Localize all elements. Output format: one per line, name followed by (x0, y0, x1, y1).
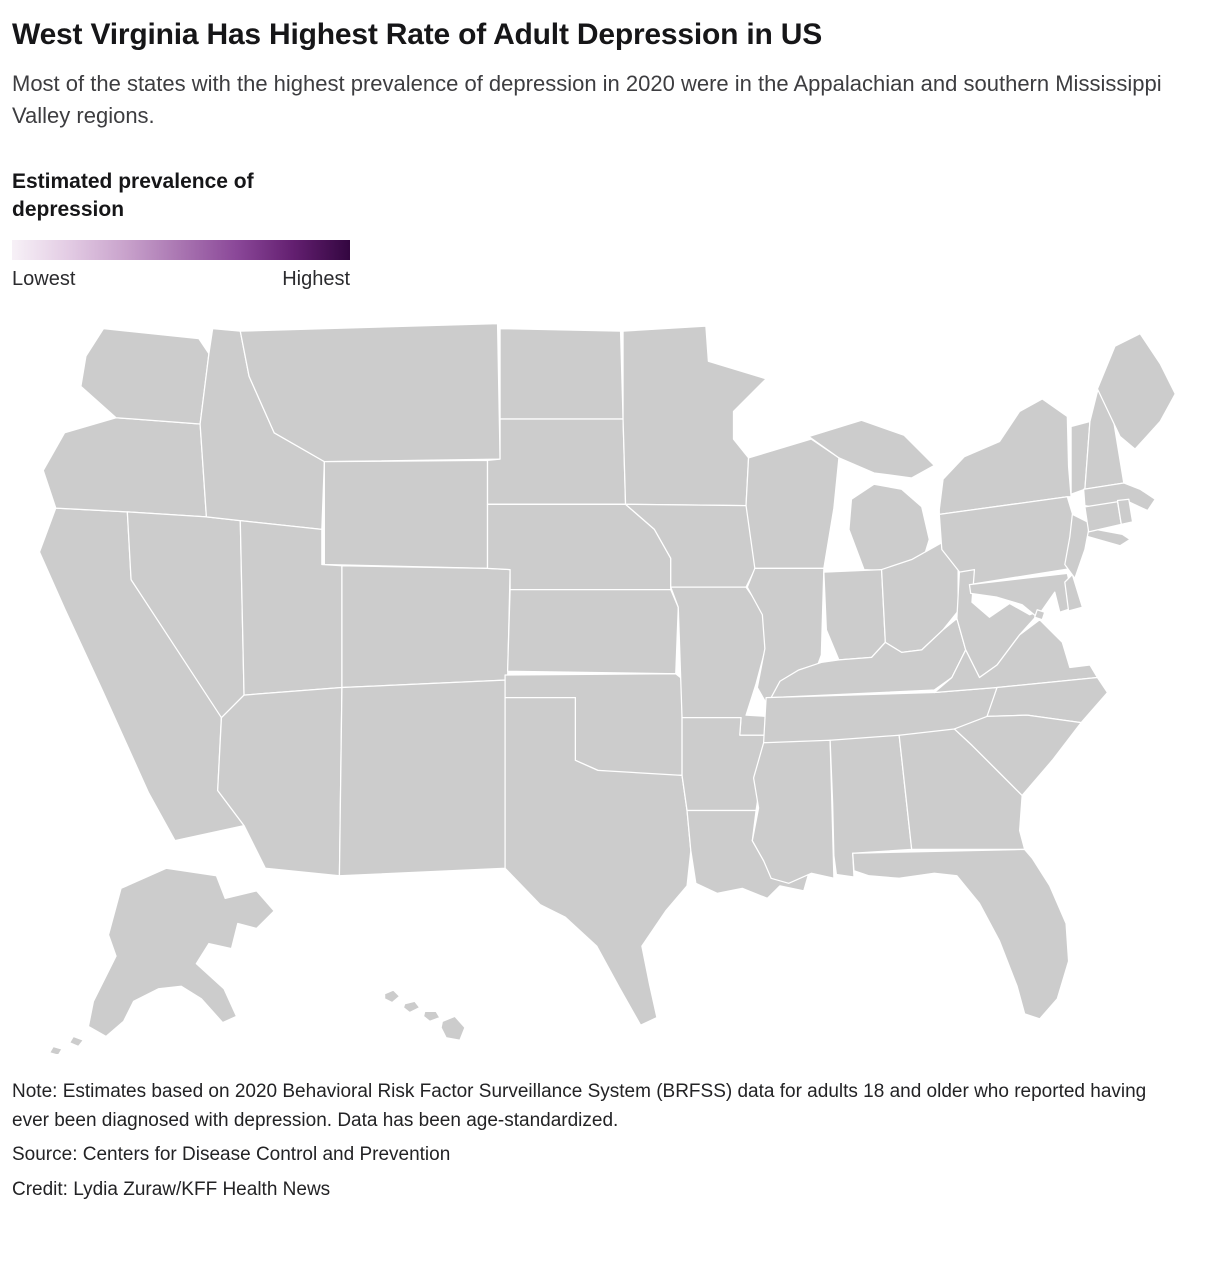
state-oregon (42, 417, 208, 518)
state-florida (852, 849, 1070, 1020)
state-delaware (1064, 574, 1084, 613)
legend-title-line2: depression (12, 198, 125, 222)
legend: Estimated prevalence of depression Lowes… (12, 168, 1208, 292)
state-new-mexico (338, 679, 509, 877)
state-alaska (48, 868, 275, 1055)
state-maine (1096, 333, 1176, 451)
legend-title: Estimated prevalence of depression (12, 168, 342, 225)
page-subtitle: Most of the states with the highest prev… (12, 71, 1162, 128)
state-kansas (506, 589, 679, 675)
state-hawaii (383, 989, 466, 1042)
state-new-hampshire (1084, 391, 1125, 491)
legend-title-line1: Estimated prevalence of (12, 169, 254, 193)
legend-min-label: Lowest (12, 268, 76, 291)
state-colorado (341, 565, 511, 689)
state-north-dakota (499, 328, 624, 421)
state-wisconsin (745, 438, 840, 570)
state-south-carolina (953, 714, 1082, 797)
legend-labels: Lowest Highest (12, 268, 350, 291)
source-line: Source: Centers for Disease Control and … (12, 1144, 451, 1166)
state-south-dakota (486, 418, 627, 506)
legend-gradient-bar (12, 240, 350, 261)
state-washington (80, 328, 210, 426)
footnote: Note: Estimates based on 2020 Behavioral… (12, 1081, 1147, 1131)
footer: Note: Estimates based on 2020 Behavioral… (12, 1078, 1208, 1204)
us-choropleth-map (38, 323, 1176, 1055)
state-connecticut (1084, 501, 1122, 534)
credit-line: Credit: Lydia Zuraw/KFF Health News (12, 1178, 331, 1200)
state-arizona (217, 687, 343, 877)
state-missouri (670, 586, 769, 737)
map-container (8, 301, 1208, 1055)
state-texas (504, 697, 692, 1027)
legend-max-label: Highest (282, 268, 350, 291)
state-rhode-island (1116, 499, 1134, 526)
state-mississippi (751, 740, 835, 885)
state-minnesota (622, 325, 767, 507)
state-michigan (808, 420, 935, 574)
page: West Virginia Has Highest Rate of Adult … (0, 18, 1220, 1204)
page-title: West Virginia Has Highest Rate of Adult … (12, 18, 823, 51)
state-indiana (823, 569, 886, 662)
state-district-of-columbia (1034, 609, 1046, 621)
state-wyoming (323, 460, 489, 570)
